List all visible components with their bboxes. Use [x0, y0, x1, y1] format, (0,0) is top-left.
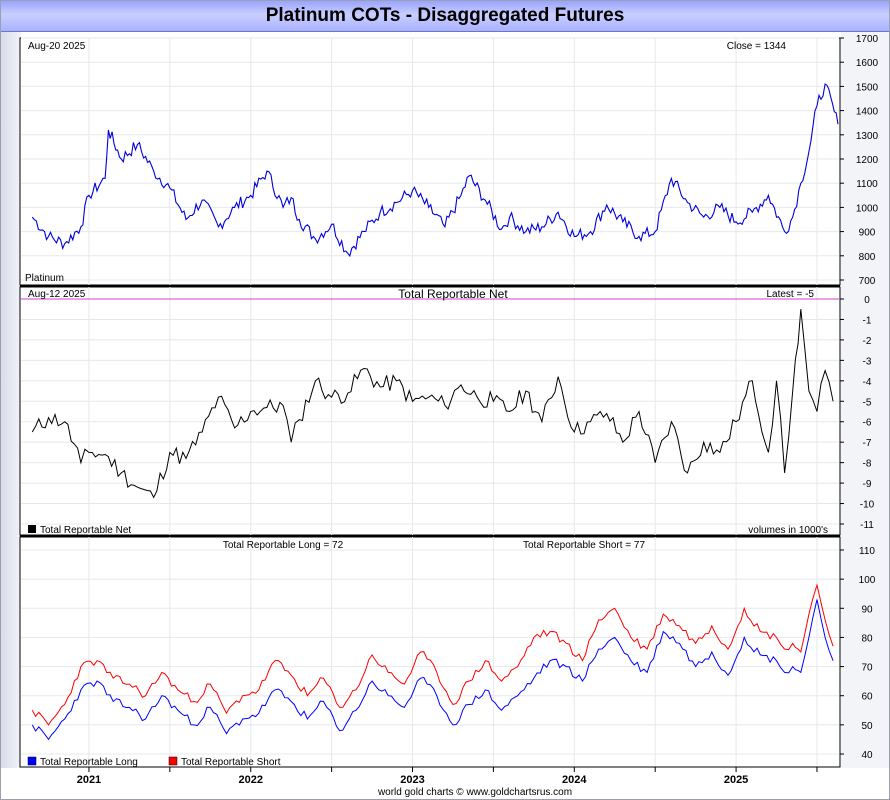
y-tick-label: -9	[863, 479, 872, 490]
right-axis-area	[841, 32, 889, 768]
y-tick-label: 40	[861, 750, 873, 761]
y-tick-label: -7	[863, 438, 872, 449]
footer-credit: world gold charts © www.goldchartsrus.co…	[377, 787, 572, 798]
short-readout: Total Reportable Short = 77	[523, 540, 645, 551]
price-line	[31, 83, 839, 258]
y-axis-labels: 1700160015001400130012001100100090080070…	[840, 34, 879, 761]
positions-series	[31, 583, 834, 741]
y-tick-label: 800	[859, 252, 876, 263]
y-tick-label: 1400	[856, 107, 879, 118]
price-series	[31, 83, 839, 258]
y-tick-label: 50	[861, 721, 873, 732]
y-tick-label: 1600	[856, 58, 879, 69]
y-tick-label: -1	[863, 315, 872, 326]
y-tick-label: 100	[859, 575, 876, 586]
y-tick-label: -4	[863, 377, 872, 388]
x-tick-label: 2023	[400, 774, 424, 786]
net-date-label: Aug-12 2025	[28, 289, 86, 300]
net-units-label: volumes in 1000's	[748, 525, 828, 536]
y-tick-label: 1100	[856, 179, 878, 190]
y-tick-label: 1200	[856, 155, 879, 166]
y-tick-label: 110	[859, 546, 875, 557]
long-readout: Total Reportable Long = 72	[223, 540, 344, 551]
y-tick-label: 0	[864, 295, 870, 306]
y-tick-label: -3	[863, 356, 872, 367]
x-axis: 2021 2022 2023 2024 2025	[20, 766, 840, 786]
y-tick-label: 90	[861, 604, 873, 615]
long-legend-label: Total Reportable Long	[40, 757, 138, 768]
net-panel-title: Total Reportable Net	[398, 287, 508, 301]
y-tick-label: 1500	[856, 82, 879, 93]
y-tick-label: -8	[863, 459, 872, 470]
y-tick-label: 1300	[856, 131, 879, 142]
price-series-label: Platinum	[25, 273, 64, 284]
y-tick-label: -10	[860, 500, 875, 511]
price-panel	[19, 37, 841, 286]
positions-panel	[19, 536, 841, 768]
net-series	[31, 309, 834, 499]
x-tick-label: 2024	[562, 774, 587, 786]
long-legend-swatch	[27, 756, 37, 766]
short-line	[31, 583, 834, 726]
net-latest-readout: Latest = -5	[766, 289, 814, 300]
x-tick-label: 2022	[238, 774, 262, 786]
y-tick-label: 1000	[856, 203, 879, 214]
short-legend-swatch	[168, 756, 178, 766]
y-tick-label: -11	[860, 520, 874, 531]
y-tick-label: -6	[863, 418, 872, 429]
left-margin	[1, 32, 21, 768]
price-date-label: Aug-20 2025	[28, 41, 86, 52]
grid	[21, 37, 839, 767]
net-legend-label: Total Reportable Net	[40, 525, 131, 536]
y-tick-label: 900	[859, 228, 876, 239]
title-bar: Platinum COTs - Disaggregated Futures	[1, 1, 889, 32]
y-tick-label: 1700	[856, 34, 879, 45]
price-close-readout: Close = 1344	[727, 41, 787, 52]
y-tick-label: 80	[861, 633, 873, 644]
net-line	[31, 309, 834, 499]
short-legend-label: Total Reportable Short	[181, 757, 281, 768]
chart-title: Platinum COTs - Disaggregated Futures	[265, 5, 625, 26]
y-tick-label: 700	[859, 276, 876, 287]
long-line	[31, 599, 834, 741]
y-tick-label: -2	[863, 336, 872, 347]
net-legend-swatch	[28, 525, 36, 533]
x-tick-label: 2025	[724, 774, 748, 786]
net-panel	[19, 286, 841, 536]
y-tick-label: -5	[863, 397, 872, 408]
x-tick-label: 2021	[77, 774, 101, 786]
y-tick-label: 60	[861, 692, 873, 703]
y-tick-label: 70	[861, 663, 873, 674]
